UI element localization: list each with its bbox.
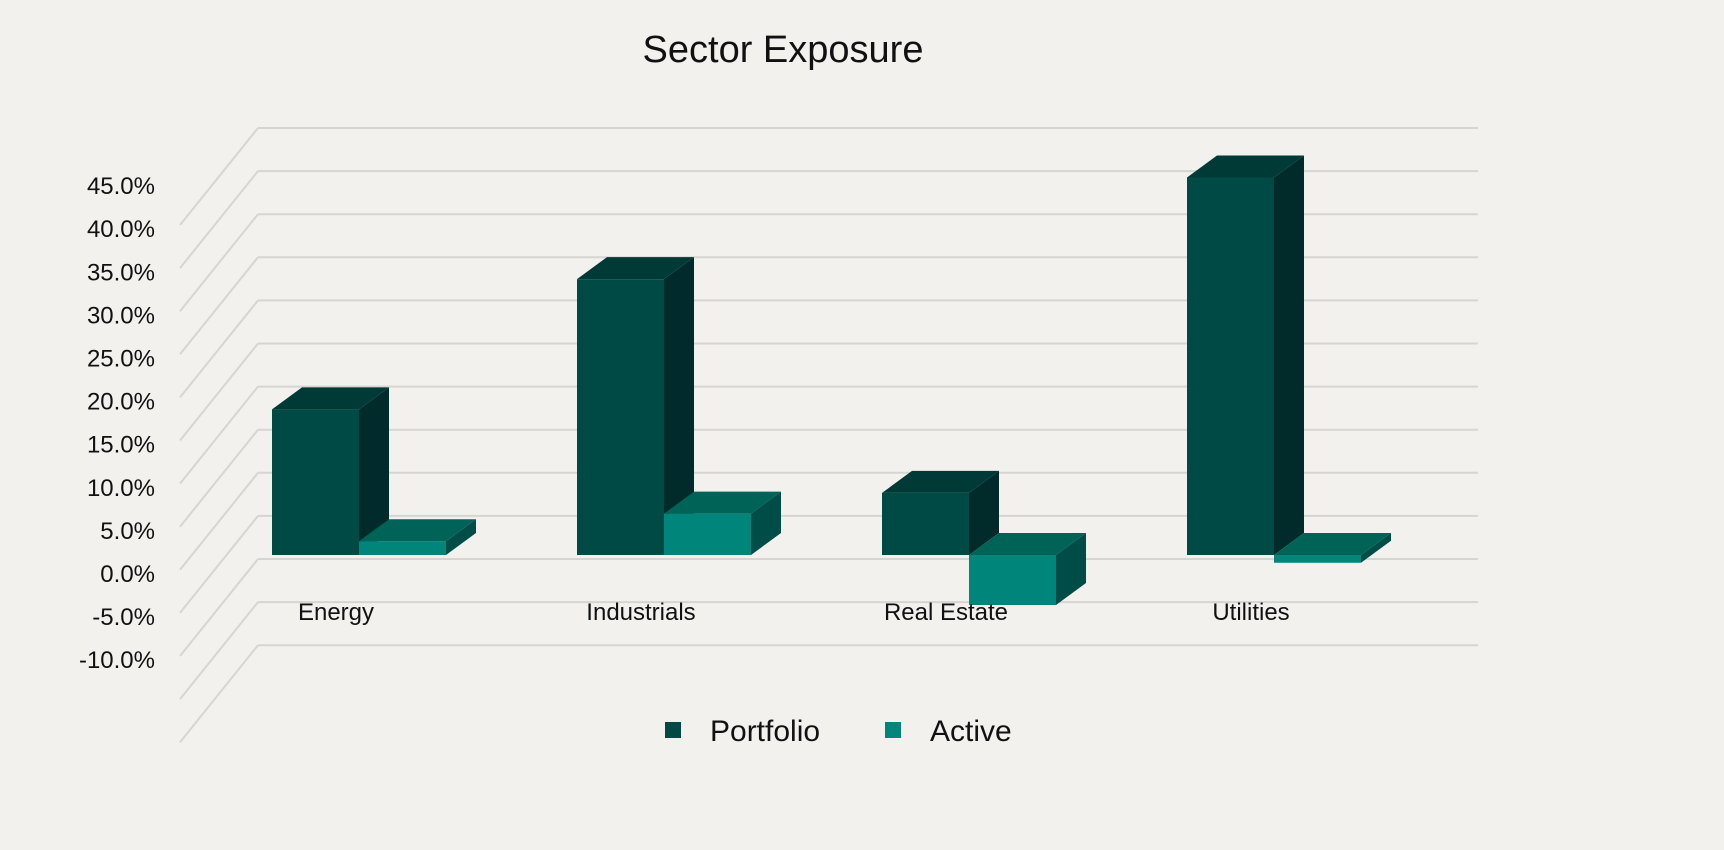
bar-top — [1274, 533, 1391, 555]
legend-label-active: Active — [930, 715, 1012, 748]
gridline-depth — [179, 601, 259, 700]
y-tick-label: 40.0% — [87, 216, 155, 243]
bar-side — [1361, 533, 1391, 563]
x-tick-label: Energy — [298, 599, 374, 626]
y-tick-label: 35.0% — [87, 259, 155, 286]
gridline-depth — [179, 256, 259, 355]
gridline-depth — [179, 515, 259, 614]
x-tick-label: Industrials — [586, 599, 695, 626]
y-tick-label: 5.0% — [100, 518, 155, 545]
bar-top — [664, 491, 781, 514]
y-tick-label: 30.0% — [87, 302, 155, 329]
bar-side — [664, 257, 694, 555]
gridline-depth — [179, 127, 259, 226]
gridline-depth — [179, 299, 259, 399]
bar-front — [359, 541, 446, 555]
bar-side — [1274, 155, 1304, 555]
bar-front — [664, 513, 751, 555]
x-tick-label: Real Estate — [884, 599, 1008, 626]
y-tick-label: 10.0% — [87, 475, 155, 502]
gridline-depth — [179, 213, 259, 312]
bar-portfolio-energy — [272, 387, 389, 555]
bar-front — [1187, 177, 1274, 555]
bar-active-industrials — [664, 491, 781, 555]
bar-front — [969, 555, 1056, 605]
bar-front — [272, 409, 359, 555]
bar-top — [359, 519, 476, 542]
legend-swatch-active — [885, 722, 901, 738]
gridline-depth — [179, 429, 259, 528]
bar-portfolio-real-estate — [882, 470, 999, 555]
y-tick-label: 45.0% — [87, 173, 155, 200]
y-tick-label: -10.0% — [79, 647, 155, 674]
bar-front — [577, 279, 664, 555]
bar-portfolio-industrials — [577, 257, 694, 555]
bars — [272, 155, 1391, 605]
y-axis-ticks: -10.0% -5.0% 0.0% 5.0% 10.0% 15.0% 20.0% 25.0% 3… — [79, 173, 155, 674]
gridline-depth — [179, 558, 259, 657]
bar-side — [969, 470, 999, 555]
bar-top — [272, 387, 389, 410]
bar-top — [969, 533, 1086, 555]
chart-title: Sector Exposure — [643, 29, 924, 71]
y-tick-label: 15.0% — [87, 432, 155, 459]
bar-top — [1187, 155, 1304, 178]
x-axis-labels: Energy Industrials Real Estate Utilities — [298, 599, 1290, 626]
bar-portfolio-utilities — [1187, 155, 1304, 555]
bar-top — [882, 470, 999, 493]
bar-front — [1274, 555, 1361, 563]
y-tick-label: 25.0% — [87, 346, 155, 373]
bar-active-energy — [359, 519, 476, 555]
legend: Portfolio Active — [665, 715, 1012, 748]
y-tick-label: 20.0% — [87, 389, 155, 416]
y-tick-label: 0.0% — [100, 561, 155, 588]
bar-side — [1056, 533, 1086, 605]
bar-active-utilities — [1274, 533, 1391, 563]
gridline-depth — [179, 472, 259, 571]
x-tick-label: Utilities — [1212, 599, 1289, 626]
bar-side — [446, 519, 476, 555]
gridline-depth — [179, 644, 259, 743]
bar-side — [751, 491, 781, 555]
legend-label-portfolio: Portfolio — [710, 715, 820, 748]
bar-active-real-estate — [969, 533, 1086, 605]
gridline-depth — [179, 342, 259, 442]
bar-side — [359, 387, 389, 555]
legend-swatch-portfolio — [665, 722, 681, 738]
y-tick-label: -5.0% — [92, 604, 155, 631]
gridline-depth — [179, 170, 259, 269]
bar-front — [882, 492, 969, 555]
bar-top — [577, 257, 694, 280]
gridline-depth — [179, 385, 259, 485]
